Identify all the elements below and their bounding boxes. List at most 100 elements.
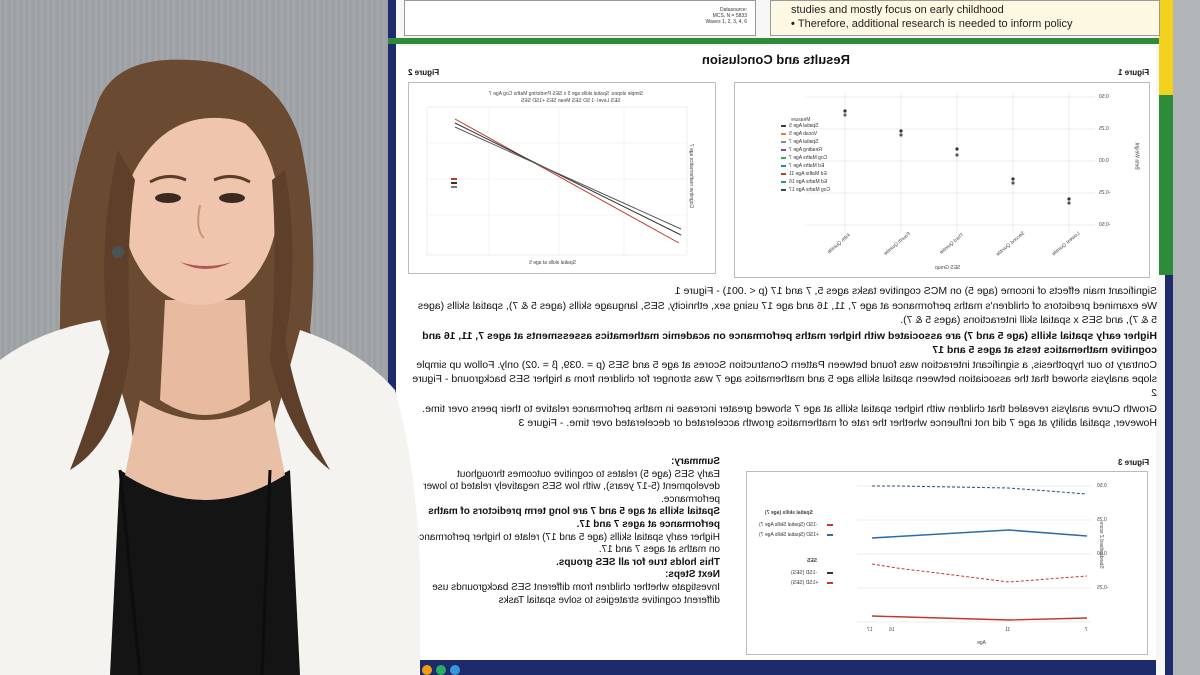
fig3-ytick: -0.25 [1097, 585, 1109, 591]
poster-yellow-edge [1159, 0, 1173, 95]
smile [180, 262, 232, 269]
left-eyebrow [149, 175, 187, 184]
right-eyebrow [213, 175, 251, 184]
figure-1-chart: Measure Spatial Age 5 Vocab Age 5 Spatia… [734, 82, 1150, 278]
fig3-legend-item: -1SD (SES) [791, 570, 818, 576]
fig1-legend-item: Cog Maths Age 17 [789, 187, 831, 193]
top-left-box: Datasource: MCS, N = 5833 Waves 1, 2, 3,… [404, 0, 756, 36]
intro-text: studies and mostly focus on early childh… [791, 3, 1072, 31]
plot-area [426, 106, 688, 256]
right-eye [219, 193, 245, 203]
fig3-series-low-spatial [871, 615, 1088, 621]
presenter-photo [0, 59, 420, 675]
fig3-xlabel: Age [977, 640, 986, 646]
fig2-legend-item: +1SD SES [521, 98, 546, 104]
earring [112, 246, 124, 258]
slope-line-low [454, 118, 680, 244]
figure-3-plot [827, 485, 1092, 623]
fig1-legend-item: Ed Maths Age 11 [789, 171, 827, 177]
figure-3-chart: Spatial skills (age 7) -1SD (Spatial Ski… [746, 471, 1148, 655]
fig1-ytick: 0.25 [1099, 126, 1109, 132]
summary-item: Early SES (age 5) relates to cognitive o… [423, 468, 720, 505]
fig2-legend-item: -1 SD SES [571, 98, 596, 104]
fig3-series-low-ses [871, 563, 1088, 583]
results-paragraph: Significant main effects of income (age … [674, 285, 1157, 297]
figure-1-plot [781, 93, 1095, 233]
fig3-legend-item: +1SD (Spatial Skills Age 7) [759, 532, 819, 538]
fig3-legend-item: -1SD (Spatial Skills Age 7) [759, 522, 818, 528]
figure-2-chart: Simple slopes: Spatial skills age 5 x SE… [408, 82, 716, 274]
figure-2-xlabel: Spatial skills at age 5 [529, 260, 576, 266]
fig3-xtick: 7 [1085, 627, 1088, 633]
fig3-series-high-ses [872, 485, 1088, 495]
fig1-legend-swatches [781, 125, 786, 191]
chest [125, 400, 285, 500]
next-steps-heading: Next Steps: [664, 569, 720, 581]
poster-green-edge [1159, 95, 1173, 275]
nose [197, 204, 205, 239]
fig2-legend-item: Mean SES [546, 98, 571, 104]
fig1-legend-item: Spatial Age 7 [789, 139, 819, 145]
neck [160, 300, 250, 415]
fig1-points [843, 109, 1071, 205]
summary-item: This holds true for all SES groups. [556, 556, 720, 568]
fig1-legend-item: Ed Maths Age 7 [789, 163, 825, 169]
slope-line-high [454, 126, 682, 230]
left-eye [155, 193, 181, 203]
fig3-xtick: 16 [889, 627, 895, 633]
results-paragraph: Contrary to our hypothesis, a significan… [412, 359, 1157, 400]
fig1-gridlines [805, 93, 1095, 233]
fig3-gridlines [857, 485, 1092, 623]
fig1-ytick: 0.50 [1099, 94, 1109, 100]
figure-1-label: Figure 1 [1118, 68, 1149, 77]
section-title: Results and Conclusion [701, 52, 851, 67]
fig1-legend-item: Cog Maths Age 7 [789, 155, 828, 161]
fig1-ytick: -0.25 [1099, 190, 1111, 196]
results-paragraph: Growth Curve analysis revealed that chil… [422, 402, 1157, 429]
figure-2-plot [426, 106, 688, 256]
hair-fringe [118, 98, 285, 180]
top-right-box: studies and mostly focus on early childh… [770, 0, 1160, 36]
fig1-ylabel: Beta Weight [1133, 142, 1140, 170]
datasource-line: Waves 1, 2, 3, 4, 6 [705, 19, 747, 25]
poster-bottom-band [396, 660, 1156, 675]
summary-item: Spatial skills at age 5 and 7 are long t… [428, 506, 720, 530]
hair-right-strand [270, 170, 330, 470]
figure-2-ylabel: Cognitive mathematics age 7 [688, 143, 695, 209]
summary-heading: Summary: [671, 456, 720, 467]
results-text: Significant main effects of income (age … [412, 284, 1157, 431]
fig3-legend-item: +1SD (SES) [791, 580, 819, 586]
fig1-legend-item: Spatial Age 5 [789, 123, 819, 129]
fig1-legend-item: Vocab Age 5 [789, 131, 818, 137]
lanyard-left [118, 469, 142, 675]
poster-green-strip [388, 38, 1173, 44]
logo-dot-blue [450, 665, 460, 675]
fig3-xtick: 17 [867, 627, 873, 633]
black-top [110, 470, 300, 675]
next-steps-item: Investigate whether children from differ… [432, 581, 720, 606]
datasource-line: Datasource: [720, 7, 747, 13]
figure-2-legend: SES Level -1 SD SES Mean SES +1SD SES [521, 98, 621, 104]
figure-1-label-text: Figure 1 [1118, 68, 1150, 77]
logo-dot-orange [422, 665, 432, 675]
fig3-xtick: 11 [1005, 627, 1011, 633]
fig3-series-high-spatial [871, 529, 1088, 539]
intro-line: studies and mostly focus on early childh… [791, 4, 1004, 16]
fig3-ylabel: Standardised Z score [1097, 521, 1104, 569]
figure-3-label-text: Figure 3 [1118, 458, 1150, 467]
slope-line-mean [454, 122, 682, 236]
hair-left-strand [70, 150, 135, 470]
datasource-line: MCS, N = 5833 [712, 13, 747, 19]
fig2-legend-title: SES Level [597, 98, 621, 104]
results-paragraph: Higher early spatial skills (age 5 and 7… [422, 329, 1157, 356]
fig1-xlabel: SES Group [935, 265, 961, 271]
figure-2-title: Simple slopes: Spatial skills age 5 x SE… [489, 91, 643, 97]
fig1-ytick: -0.50 [1099, 222, 1111, 228]
fig3-legend-spatial-title: Spatial skills (age 7) [765, 510, 813, 516]
summary-section: Summary: Early SES (age 5) relates to co… [410, 456, 720, 607]
fig3-legend-swatches [827, 524, 833, 584]
fig1-ytick: 0.00 [1099, 158, 1109, 164]
summary-item: Higher early spatial skills (age 5 and 1… [413, 531, 720, 556]
datasource-text: Datasource: MCS, N = 5833 Waves 1, 2, 3,… [705, 7, 747, 25]
research-poster: Datasource: MCS, N = 5833 Waves 1, 2, 3,… [388, 0, 1173, 675]
